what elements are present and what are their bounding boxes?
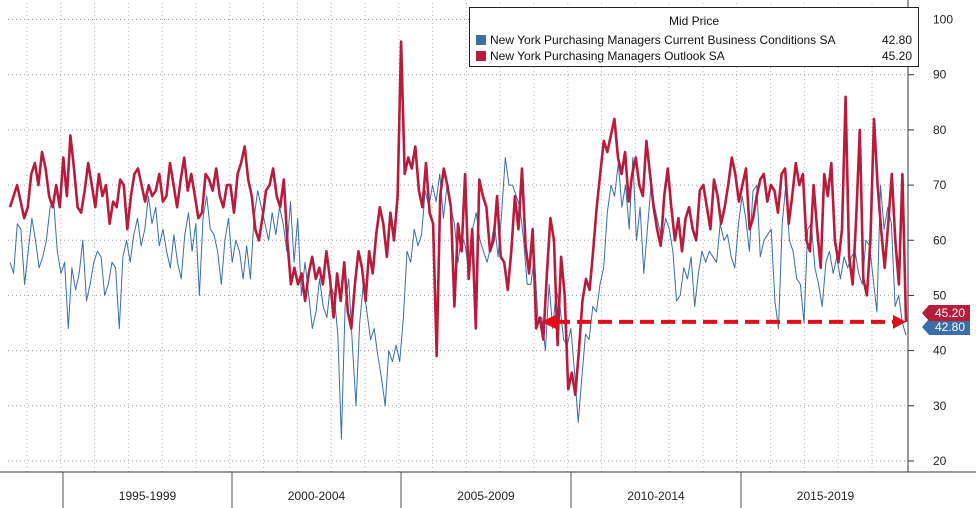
y-axis: 20 30 40 50 60 70 80 90 100 [907,0,953,472]
legend-swatch-outlook [476,51,486,61]
x-tick-label: 2005-2009 [457,489,515,503]
legend-entry-current: New York Purchasing Managers Current Bus… [476,32,912,48]
series-lines [8,40,908,440]
x-tick-label: 1995-1999 [119,489,177,503]
y-tick-label: 50 [933,288,947,302]
y-tick-label: 100 [933,13,953,27]
legend-title: Mid Price [668,14,719,28]
legend-value-outlook: 45.20 [881,49,912,63]
series-line-current [9,157,907,440]
x-tick-label: 2010-2014 [627,489,685,503]
y-tick-label: 40 [933,344,947,358]
y-tick-label: 30 [933,399,947,413]
y-tick-label: 70 [933,178,947,192]
series-line-outlook [8,40,908,397]
annotation-arrowhead-right [893,314,906,329]
y-tick-label: 20 [933,454,947,468]
last-value-badge-outlook-shape [922,305,970,321]
last-value-badge-outlook-text: 45.20 [935,306,965,320]
y-tick-label: 60 [933,233,947,247]
legend: Mid Price New York Purchasing Managers C… [469,7,919,67]
y-tick-label: 80 [933,123,947,137]
x-axis: 1995-1999 2000-2004 2005-2009 2010-2014 2015… [0,471,976,508]
legend-entry-outlook: New York Purchasing Managers Outlook SA … [476,48,912,64]
last-value-badge-current-shape [922,319,970,335]
x-tick-label: 2015-2019 [797,489,855,503]
last-value-badge-current-text: 42.80 [935,320,965,334]
legend-value-current: 42.80 [881,33,912,47]
legend-label-current: New York Purchasing Managers Current Bus… [490,33,836,47]
legend-swatch-current [476,35,486,45]
annotation-arrowhead-left [541,313,558,330]
x-tick-label: 2000-2004 [288,489,346,503]
y-tick-label: 90 [933,68,947,82]
annotation-arrow [541,313,906,330]
legend-label-outlook: New York Purchasing Managers Outlook SA [490,49,725,63]
